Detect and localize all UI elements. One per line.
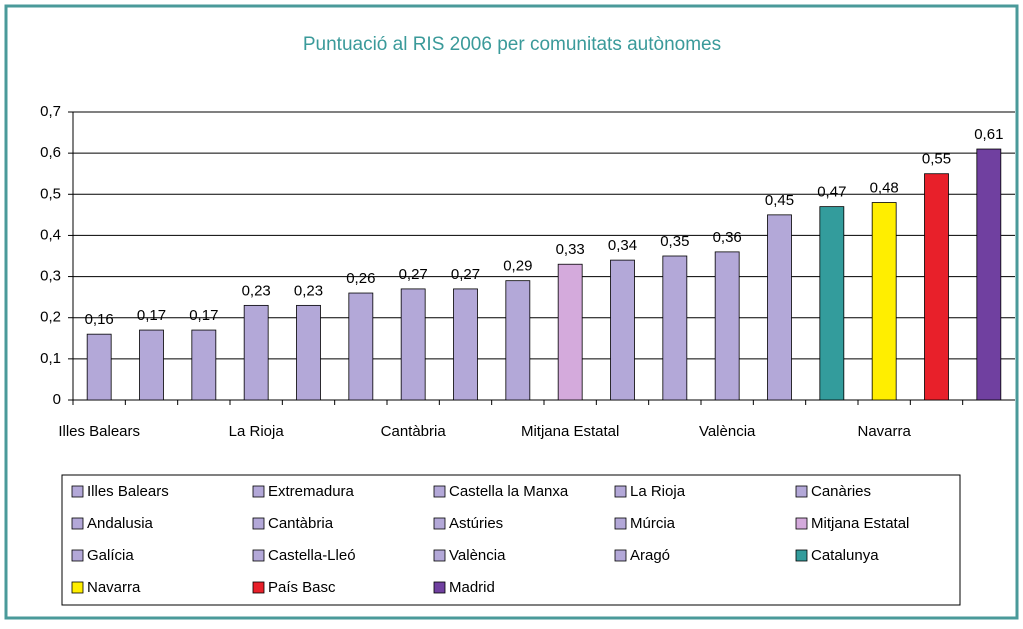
legend-label: Madrid (449, 579, 495, 596)
value-label: 0,35 (660, 233, 689, 250)
value-label: 0,34 (608, 237, 637, 254)
x-tick-label: València (699, 423, 756, 440)
legend-swatch (252, 581, 265, 594)
bar (662, 255, 688, 401)
legend-label: Catalunya (811, 547, 879, 564)
legend-label: Múrcia (630, 515, 676, 532)
x-tick-label: Illes Balears (58, 423, 140, 440)
x-tick-label: La Rioja (229, 423, 285, 440)
value-label: 0,48 (870, 179, 899, 196)
bar (767, 214, 792, 401)
bar (819, 206, 845, 401)
legend (61, 474, 961, 606)
legend-label: Canàries (811, 483, 871, 500)
x-tick-label: Navarra (857, 423, 911, 440)
y-tick-label: 0,5 (40, 185, 61, 202)
legend-swatch (614, 485, 627, 498)
value-label: 0,29 (503, 258, 532, 275)
y-tick-label: 0,7 (40, 103, 61, 120)
bar (86, 333, 112, 401)
legend-label: Aragó (630, 547, 670, 564)
legend-swatch (614, 517, 627, 530)
value-label: 0,36 (713, 229, 742, 246)
legend-swatch (71, 485, 84, 498)
legend-label: Astúries (449, 515, 503, 532)
value-label: 0,17 (137, 307, 166, 324)
bar (924, 173, 949, 401)
y-tick-label: 0,3 (40, 268, 61, 285)
legend-swatch (71, 581, 84, 594)
value-label: 0,27 (451, 266, 480, 283)
y-tick-label: 0,6 (40, 144, 61, 161)
value-label: 0,17 (189, 307, 218, 324)
legend-label: La Rioja (630, 483, 686, 500)
legend-swatch (252, 549, 265, 562)
chart-title: Puntuació al RIS 2006 per comunitats aut… (303, 34, 721, 55)
legend-swatch (433, 549, 446, 562)
legend-label: Extremadura (268, 483, 355, 500)
bar (871, 202, 897, 401)
bar (139, 329, 164, 401)
legend-label: València (449, 547, 506, 564)
bar (243, 304, 269, 401)
bar (191, 329, 217, 401)
legend-swatch (252, 485, 265, 498)
legend-label: Cantàbria (268, 515, 334, 532)
legend-swatch (795, 485, 808, 498)
legend-label: Castella-Lleó (268, 547, 356, 564)
bar (400, 288, 426, 401)
legend-label: Illes Balears (87, 483, 169, 500)
bar (557, 263, 583, 401)
legend-label: País Basc (268, 579, 336, 596)
value-label: 0,27 (399, 266, 428, 283)
bar (505, 280, 531, 401)
y-tick-label: 0,1 (40, 350, 61, 367)
bar (610, 259, 635, 401)
y-tick-label: 0 (53, 391, 61, 408)
legend-swatch (433, 517, 446, 530)
legend-swatch (795, 549, 808, 562)
legend-swatch (71, 517, 84, 530)
legend-swatch (71, 549, 84, 562)
legend-swatch (433, 581, 446, 594)
legend-swatch (795, 517, 808, 530)
bar (348, 292, 374, 401)
bar (714, 251, 740, 401)
legend-swatch (433, 485, 446, 498)
legend-label: Galícia (87, 547, 134, 564)
bar (453, 288, 478, 401)
x-tick-label: Cantàbria (381, 423, 447, 440)
value-label: 0,47 (817, 184, 846, 201)
value-label: 0,45 (765, 192, 794, 209)
legend-label: Navarra (87, 579, 141, 596)
value-label: 0,33 (556, 241, 585, 258)
y-tick-label: 0,2 (40, 309, 61, 326)
legend-swatch (252, 517, 265, 530)
legend-label: Mitjana Estatal (811, 515, 909, 532)
value-label: 0,23 (294, 282, 323, 299)
value-label: 0,55 (922, 151, 951, 168)
legend-label: Andalusia (87, 515, 154, 532)
value-label: 0,16 (85, 311, 114, 328)
x-tick-label: Mitjana Estatal (521, 423, 619, 440)
legend-label: Castella la Manxa (449, 483, 569, 500)
value-label: 0,26 (346, 270, 375, 287)
value-label: 0,23 (242, 282, 271, 299)
value-label: 0,61 (974, 126, 1003, 143)
legend-swatch (614, 549, 627, 562)
bar (296, 304, 321, 401)
y-tick-label: 0,4 (40, 226, 61, 243)
bar (976, 148, 1002, 401)
